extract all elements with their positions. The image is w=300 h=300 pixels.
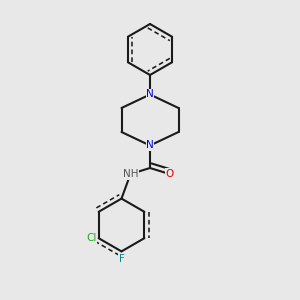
Text: O: O: [165, 169, 174, 179]
Text: Cl: Cl: [86, 233, 96, 243]
Text: N: N: [146, 140, 154, 151]
Text: NH: NH: [123, 169, 138, 179]
Text: F: F: [118, 254, 124, 264]
Text: N: N: [146, 89, 154, 100]
